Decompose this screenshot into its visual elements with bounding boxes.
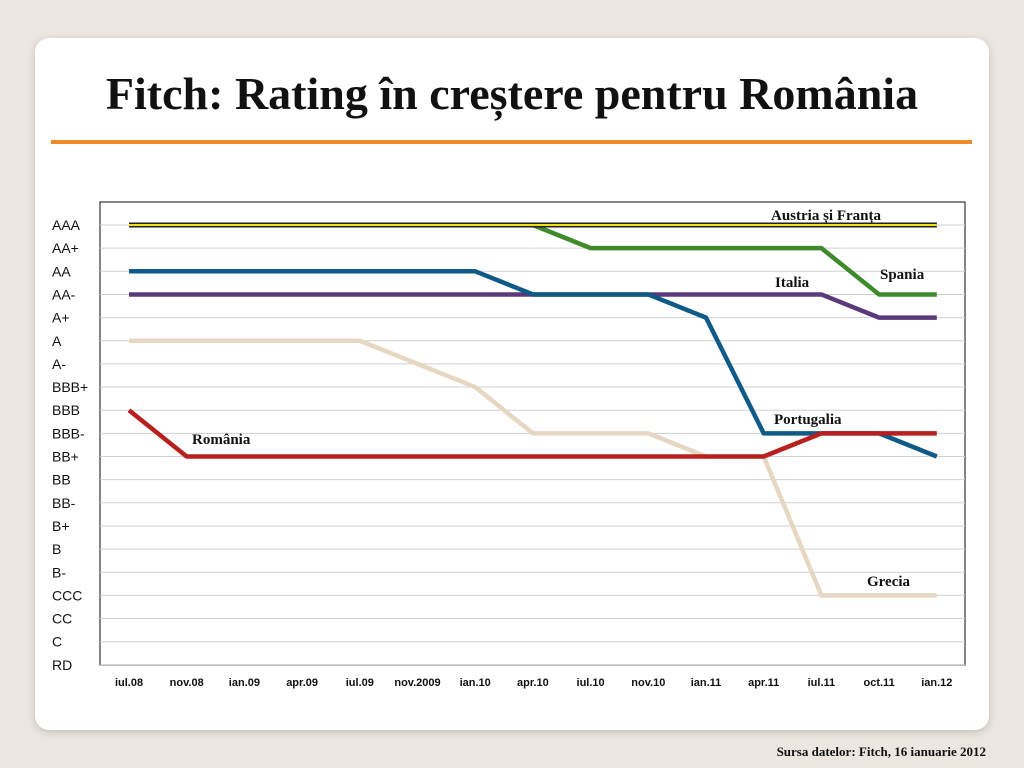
y-tick-label: BBB- <box>52 425 85 441</box>
title-divider <box>51 140 972 144</box>
x-tick-label: ian.12 <box>921 677 952 689</box>
y-tick-label: BB+ <box>52 449 79 465</box>
series-label: Austria și Franța <box>771 208 881 224</box>
x-tick-label: iul.10 <box>577 677 605 689</box>
y-tick-label: C <box>52 634 62 650</box>
y-tick-label: BB- <box>52 495 76 511</box>
y-tick-label: AA- <box>52 286 76 302</box>
x-tick-label: oct.11 <box>864 677 895 689</box>
x-tick-label: nov.10 <box>631 677 665 689</box>
y-tick-label: BBB <box>52 402 80 418</box>
x-tick-label: apr.10 <box>517 677 549 689</box>
y-tick-label: A- <box>52 356 66 372</box>
y-tick-label: BBB+ <box>52 379 88 395</box>
x-tick-label: nov.08 <box>170 677 204 689</box>
page-title: Fitch: Rating în creștere pentru România <box>105 68 919 119</box>
x-tick-label: apr.11 <box>748 677 779 689</box>
y-tick-label: B+ <box>52 518 70 534</box>
y-tick-label: AAA <box>52 217 81 233</box>
y-tick-label: B- <box>52 564 66 580</box>
x-tick-label: ian.09 <box>229 677 260 689</box>
x-tick-label: apr.09 <box>286 677 318 689</box>
source-note: Sursa datelor: Fitch, 16 ianuarie 2012 <box>776 744 986 759</box>
y-tick-label: AA+ <box>52 240 79 256</box>
x-tick-label: iul.09 <box>346 677 374 689</box>
y-tick-label: CC <box>52 611 72 627</box>
series-label: Portugalia <box>774 412 842 428</box>
series-label: Spania <box>880 267 925 283</box>
series-label: România <box>192 432 251 448</box>
x-tick-label: iul.11 <box>808 677 836 689</box>
x-tick-label: iul.08 <box>115 677 143 689</box>
y-tick-label: CCC <box>52 587 82 603</box>
x-tick-label: ian.10 <box>460 677 491 689</box>
x-tick-label: nov.2009 <box>394 677 440 689</box>
series-label: Grecia <box>867 574 911 590</box>
x-tick-label: ian.11 <box>691 677 722 689</box>
y-tick-label: B <box>52 541 61 557</box>
series-line <box>127 408 937 459</box>
y-tick-label: BB <box>52 472 71 488</box>
series-label: Italia <box>775 275 810 291</box>
series-line <box>129 338 937 598</box>
y-tick-label: A+ <box>52 310 70 326</box>
y-tick-label: AA <box>52 263 71 279</box>
y-tick-label: A <box>52 333 62 349</box>
y-tick-label: RD <box>52 657 72 673</box>
series-line <box>129 269 938 459</box>
